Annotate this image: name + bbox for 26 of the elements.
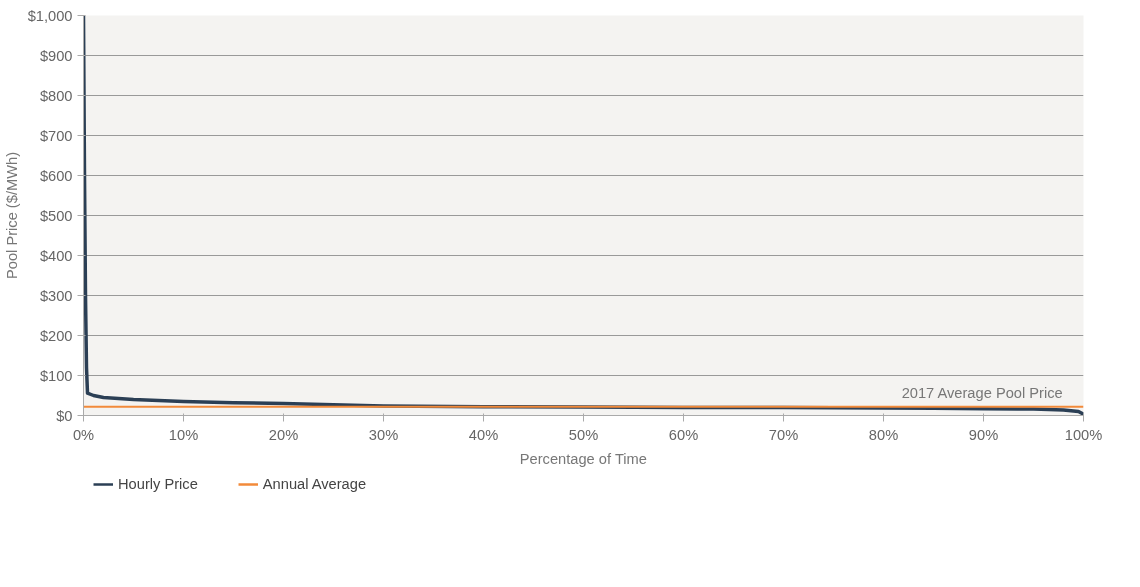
y-tick-label: $300 <box>39 287 73 304</box>
y-tick-label: $500 <box>39 207 73 224</box>
x-axis-title: Percentage of Time <box>519 450 647 467</box>
x-tick-label: 10% <box>168 426 199 443</box>
y-tick-label: $600 <box>39 167 73 184</box>
y-tick-label: $100 <box>39 367 73 384</box>
y-tick-label: $800 <box>39 87 73 104</box>
x-tick-label: 40% <box>468 426 499 443</box>
x-tick-label: 20% <box>268 426 299 443</box>
x-tick-label: 90% <box>968 426 999 443</box>
y-tick-label: $400 <box>39 247 73 264</box>
legend-label: Hourly Price <box>118 476 198 492</box>
x-tick-label: 100% <box>1064 426 1103 443</box>
y-tick-label: $1,000 <box>27 7 73 24</box>
y-tick-label: $200 <box>39 327 73 344</box>
x-tick-label: 80% <box>868 426 899 443</box>
y-tick-label: $900 <box>39 47 73 64</box>
legend-label: Annual Average <box>262 476 367 492</box>
y-tick-label: $700 <box>39 127 73 144</box>
x-tick-label: 60% <box>668 426 699 443</box>
x-tick-label: 70% <box>768 426 799 443</box>
x-tick-label: 0% <box>72 426 95 443</box>
x-tick-label: 50% <box>568 426 599 443</box>
x-tick-label: 30% <box>368 426 399 443</box>
y-tick-label: $0 <box>56 407 73 424</box>
y-axis-title: Pool Price ($/MWh) <box>3 151 20 280</box>
